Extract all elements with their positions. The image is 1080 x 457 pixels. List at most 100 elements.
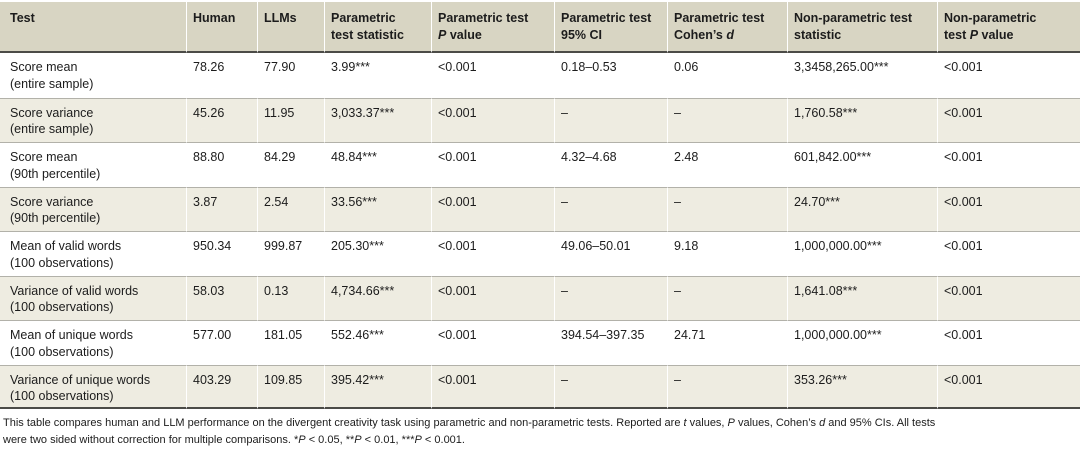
cell-test: Score mean (entire sample) (0, 53, 186, 98)
table-row: Variance of unique words (100 observatio… (0, 364, 1080, 409)
cell-test: Variance of valid words (100 observation… (0, 275, 186, 320)
cell-param-p: <0.001 (431, 53, 554, 98)
cell-param-p: <0.001 (431, 275, 554, 320)
column-header-parametric-test-p-value: Parametric test P value (431, 2, 554, 53)
cell-human: 58.03 (186, 275, 257, 320)
test-sublabel: (90th percentile) (10, 166, 101, 181)
table-row: Score mean (90th percentile) 88.80 84.29… (0, 142, 1080, 187)
cell-nonparam-p: <0.001 (937, 320, 1080, 365)
cell-nonparam-stat: 24.70*** (787, 186, 937, 231)
cell-param-p: <0.001 (431, 97, 554, 142)
table-row: Score variance (90th percentile) 3.87 2.… (0, 186, 1080, 231)
test-label: Variance of unique words (10, 372, 151, 387)
cell-nonparam-stat: 1,000,000.00*** (787, 231, 937, 276)
cell-cohens-d: 2.48 (667, 142, 787, 187)
test-label: Variance of valid words (10, 283, 139, 298)
cell-llms: 109.85 (257, 364, 324, 409)
table-row: Mean of unique words (100 observations) … (0, 320, 1080, 365)
cell-param-ci: 49.06–50.01 (554, 231, 667, 276)
column-header-llms: LLMs (257, 2, 324, 53)
cell-param-stat: 205.30*** (324, 231, 431, 276)
cell-human: 3.87 (186, 186, 257, 231)
cell-llms: 77.90 (257, 53, 324, 98)
cell-nonparam-p: <0.001 (937, 97, 1080, 142)
cell-param-stat: 33.56*** (324, 186, 431, 231)
column-header-human: Human (186, 2, 257, 53)
cell-human: 45.26 (186, 97, 257, 142)
column-header-non-parametric-test-p-value: Non-parametric test P value (937, 2, 1080, 53)
cell-human: 403.29 (186, 364, 257, 409)
cell-nonparam-stat: 353.26*** (787, 364, 937, 409)
test-sublabel: (100 observations) (10, 300, 114, 314)
cell-cohens-d: – (667, 275, 787, 320)
test-label: Score mean (10, 150, 78, 164)
table-footnote: This table compares human and LLM perfor… (0, 409, 1080, 449)
statistics-table: Test Human LLMs Parametric test statistic… (0, 2, 1080, 409)
cell-cohens-d: – (667, 364, 787, 409)
cell-nonparam-p: <0.001 (937, 53, 1080, 98)
cell-cohens-d: 0.06 (667, 53, 787, 98)
test-sublabel: (100 observations) (10, 344, 114, 359)
cell-human: 950.34 (186, 231, 257, 276)
cell-llms: 999.87 (257, 231, 324, 276)
test-label: Score variance (10, 194, 94, 209)
cell-param-stat: 3,033.37*** (324, 97, 431, 142)
cell-nonparam-p: <0.001 (937, 186, 1080, 231)
cell-cohens-d: – (667, 186, 787, 231)
cell-human: 88.80 (186, 142, 257, 187)
cell-test: Score variance (entire sample) (0, 97, 186, 142)
footnote-line: were two sided without correction for mu… (3, 434, 465, 446)
test-sublabel: (100 observations) (10, 389, 114, 403)
cell-test: Mean of unique words (100 observations) (0, 320, 186, 365)
cell-human: 577.00 (186, 320, 257, 365)
test-label: Score mean (10, 60, 78, 74)
table-body: Score mean (entire sample) 78.26 77.90 3… (0, 53, 1080, 409)
column-header-parametric-test-cohens-d: Parametric test Cohen’s d (667, 2, 787, 53)
test-sublabel: (100 observations) (10, 255, 114, 270)
test-sublabel: (entire sample) (10, 122, 94, 136)
cell-param-ci: 4.32–4.68 (554, 142, 667, 187)
test-label: Mean of unique words (10, 328, 133, 342)
cell-param-p: <0.001 (431, 186, 554, 231)
column-header-parametric-test-95-ci: Parametric test 95% CI (554, 2, 667, 53)
table-row: Mean of valid words (100 observations) 9… (0, 231, 1080, 276)
cell-param-stat: 4,734.66*** (324, 275, 431, 320)
table-header: Test Human LLMs Parametric test statistic… (0, 2, 1080, 53)
cell-param-ci: 394.54–397.35 (554, 320, 667, 365)
cell-test: Score variance (90th percentile) (0, 186, 186, 231)
column-header-non-parametric-test-statistic: Non-parametric test statistic (787, 2, 937, 53)
cell-param-ci: – (554, 97, 667, 142)
cell-param-p: <0.001 (431, 320, 554, 365)
cell-param-stat: 395.42*** (324, 364, 431, 409)
cell-param-stat: 552.46*** (324, 320, 431, 365)
cell-param-ci: – (554, 186, 667, 231)
cell-param-ci: – (554, 275, 667, 320)
cell-param-p: <0.001 (431, 364, 554, 409)
column-header-test: Test (0, 2, 186, 53)
cell-param-p: <0.001 (431, 231, 554, 276)
cell-llms: 0.13 (257, 275, 324, 320)
cell-llms: 84.29 (257, 142, 324, 187)
cell-cohens-d: – (667, 97, 787, 142)
cell-nonparam-stat: 1,760.58*** (787, 97, 937, 142)
cell-llms: 2.54 (257, 186, 324, 231)
cell-nonparam-stat: 1,641.08*** (787, 275, 937, 320)
test-label: Mean of valid words (10, 239, 122, 253)
table-row: Score mean (entire sample) 78.26 77.90 3… (0, 53, 1080, 98)
test-label: Score variance (10, 105, 94, 120)
cell-param-ci: – (554, 364, 667, 409)
cell-test: Variance of unique words (100 observatio… (0, 364, 186, 409)
cell-nonparam-p: <0.001 (937, 364, 1080, 409)
cell-test: Score mean (90th percentile) (0, 142, 186, 187)
cell-param-ci: 0.18–0.53 (554, 53, 667, 98)
column-header-parametric-test-statistic: Parametric test statistic (324, 2, 431, 53)
table-row: Score variance (entire sample) 45.26 11.… (0, 97, 1080, 142)
cell-human: 78.26 (186, 53, 257, 98)
cell-nonparam-p: <0.001 (937, 275, 1080, 320)
cell-llms: 11.95 (257, 97, 324, 142)
cell-nonparam-stat: 1,000,000.00*** (787, 320, 937, 365)
header-row: Test Human LLMs Parametric test statistic… (0, 2, 1080, 53)
cell-param-stat: 48.84*** (324, 142, 431, 187)
cell-cohens-d: 9.18 (667, 231, 787, 276)
